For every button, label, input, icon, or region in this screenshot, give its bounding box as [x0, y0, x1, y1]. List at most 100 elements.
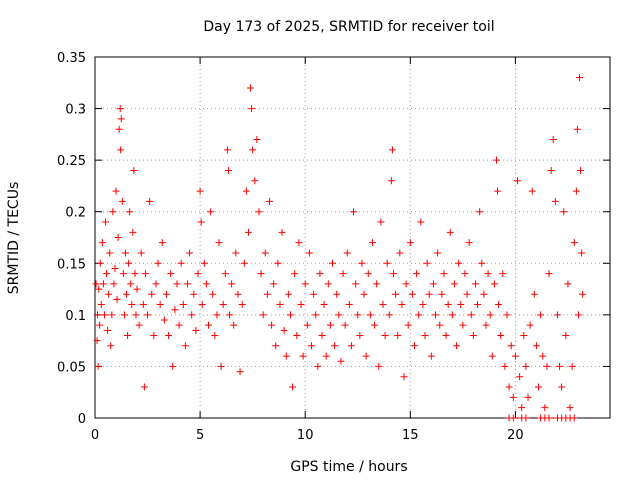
data-point: [280, 326, 288, 334]
data-point: [549, 136, 557, 144]
data-point: [259, 311, 267, 319]
data-point: [450, 280, 458, 288]
data-point: [316, 270, 324, 278]
data-point: [358, 259, 366, 267]
data-point: [461, 270, 469, 278]
data-point: [158, 239, 166, 247]
data-point: [192, 326, 200, 334]
data-point: [442, 331, 450, 339]
data-point: [440, 270, 448, 278]
data-point: [446, 228, 454, 236]
data-point: [524, 393, 532, 401]
data-point: [335, 311, 343, 319]
data-point: [507, 342, 515, 350]
data-point: [197, 218, 205, 226]
data-point: [236, 368, 244, 376]
data-point: [202, 280, 210, 288]
y-tick-label: 0.05: [57, 360, 86, 375]
data-point: [223, 146, 231, 154]
data-point: [297, 301, 305, 309]
data-point: [360, 290, 368, 298]
data-point: [364, 270, 372, 278]
data-point: [471, 280, 479, 288]
data-point: [392, 290, 400, 298]
data-point: [566, 404, 574, 412]
data-point: [509, 393, 517, 401]
data-point: [366, 311, 374, 319]
data-point: [303, 321, 311, 329]
data-point: [286, 311, 294, 319]
data-point: [413, 270, 421, 278]
data-point: [362, 352, 370, 360]
data-point: [402, 280, 410, 288]
data-point: [253, 136, 261, 144]
data-point: [207, 208, 215, 216]
data-point: [421, 331, 429, 339]
data-point: [217, 362, 225, 370]
data-point: [394, 331, 402, 339]
y-axis-label: SRMTID / TECUs: [6, 182, 22, 295]
data-point: [574, 311, 582, 319]
data-point: [154, 259, 162, 267]
data-point: [278, 228, 286, 236]
data-point: [560, 208, 568, 216]
data-point: [467, 311, 475, 319]
data-point: [547, 166, 555, 174]
data-point: [200, 259, 208, 267]
data-point: [251, 177, 259, 185]
data-point: [486, 311, 494, 319]
data-point: [509, 414, 517, 422]
data-point: [415, 311, 423, 319]
data-point: [354, 311, 362, 319]
data-point: [242, 187, 250, 195]
data-point: [188, 311, 196, 319]
data-point: [463, 290, 471, 298]
data-point: [240, 259, 248, 267]
data-point: [92, 280, 100, 288]
data-point: [434, 249, 442, 257]
data-point: [141, 270, 149, 278]
data-point: [96, 259, 104, 267]
data-point: [383, 259, 391, 267]
data-point: [148, 290, 156, 298]
data-point: [109, 208, 117, 216]
data-point: [432, 311, 440, 319]
data-point: [103, 270, 111, 278]
data-point: [556, 362, 564, 370]
data-point: [499, 270, 507, 278]
data-point: [329, 259, 337, 267]
data-point: [520, 331, 528, 339]
data-point: [350, 208, 358, 216]
data-point: [140, 383, 148, 391]
data-point: [324, 280, 332, 288]
data-point: [551, 197, 559, 205]
data-point: [469, 331, 477, 339]
data-point: [105, 290, 113, 298]
data-point: [234, 290, 242, 298]
data-point: [352, 280, 360, 288]
data-point: [522, 362, 530, 370]
data-point: [301, 280, 309, 288]
data-point: [341, 321, 349, 329]
data-point: [444, 301, 452, 309]
data-point: [408, 290, 416, 298]
data-point: [265, 197, 273, 205]
data-point: [425, 290, 433, 298]
data-point: [282, 352, 290, 360]
data-point: [385, 311, 393, 319]
data-point: [116, 105, 124, 113]
data-point: [232, 249, 240, 257]
data-point: [576, 74, 584, 82]
data-point: [537, 311, 545, 319]
x-tick-label: 10: [297, 428, 314, 443]
data-point: [249, 146, 257, 154]
data-point: [572, 187, 580, 195]
data-point: [579, 290, 587, 298]
data-point: [381, 331, 389, 339]
data-point: [299, 352, 307, 360]
data-point: [257, 270, 265, 278]
data-point: [177, 259, 185, 267]
data-point: [228, 280, 236, 288]
data-point: [106, 249, 114, 257]
data-points: [92, 74, 587, 422]
